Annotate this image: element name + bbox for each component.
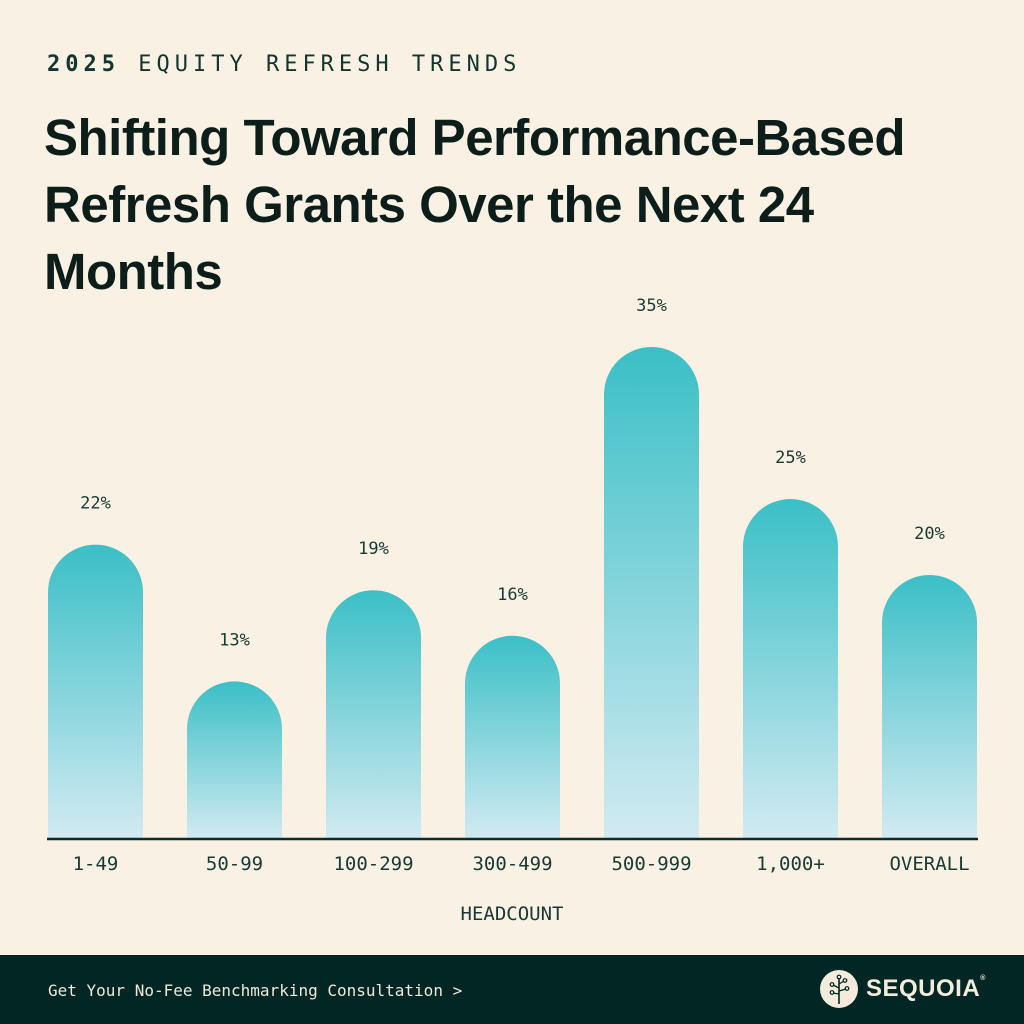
category-label: 50-99 — [206, 853, 263, 875]
bar-100-299 — [326, 590, 421, 839]
bar-chart: 22% 1-49 13% 50-99 19% 100-299 16% 300-499 35% 50… — [47, 296, 978, 925]
bar-1,000+ — [743, 499, 838, 839]
sequoia-logo[interactable]: SEQUOIA® — [820, 969, 986, 1009]
eyebrow: 2025 EQUITY REFRESH TRENDS — [47, 52, 521, 77]
registered-mark: ® — [980, 975, 986, 982]
value-label: 20% — [914, 524, 945, 544]
value-label: 35% — [636, 296, 667, 316]
category-label: 300-499 — [472, 853, 552, 875]
x-axis-label: HEADCOUNT — [461, 903, 564, 925]
bar-OVERALL — [882, 575, 977, 839]
eyebrow-text: EQUITY REFRESH TRENDS — [138, 52, 522, 77]
category-label: 100-299 — [333, 853, 413, 875]
footer-bar: Get Your No-Fee Benchmarking Consultatio… — [0, 955, 1024, 1024]
category-label: 500-999 — [611, 853, 691, 875]
consultation-link[interactable]: Get Your No-Fee Benchmarking Consultatio… — [48, 981, 463, 1000]
value-label: 25% — [775, 448, 806, 468]
bar-300-499 — [465, 635, 560, 839]
brand-name: SEQUOIA — [866, 975, 981, 1002]
bar-50-99 — [187, 681, 282, 839]
eyebrow-year: 2025 — [47, 52, 120, 77]
value-label: 13% — [219, 630, 250, 650]
page-title: Shifting Toward Performance-Based Refres… — [44, 109, 906, 300]
bar-1-49 — [48, 544, 143, 839]
category-label: OVERALL — [889, 853, 969, 875]
value-label: 16% — [497, 585, 528, 605]
tree-icon — [820, 970, 858, 1008]
category-label: 1,000+ — [756, 853, 825, 875]
value-label: 22% — [80, 494, 111, 514]
category-label: 1-49 — [73, 853, 119, 875]
value-label: 19% — [358, 539, 389, 559]
bar-500-999 — [604, 347, 699, 839]
